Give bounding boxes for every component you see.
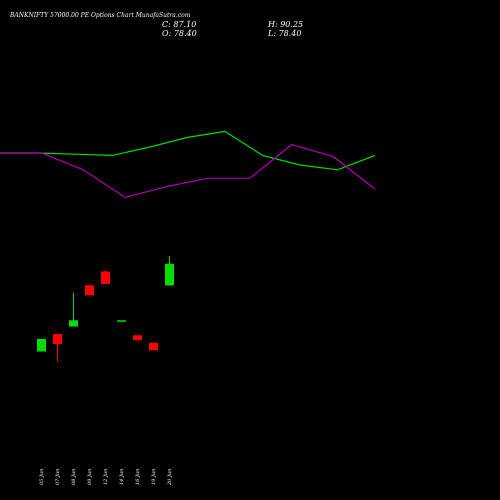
candle-down (53, 334, 62, 344)
candle-up (117, 320, 126, 322)
x-tick-label: 19 Jun (151, 469, 157, 485)
chart-title: BANKNIFTY 57000.00 PE Options Chart Muna… (10, 12, 191, 19)
magenta-line-series (0, 143, 376, 199)
x-tick-label: 07 Jun (55, 469, 61, 485)
x-tick-label: 20 Jun (167, 469, 173, 486)
candle-down (85, 285, 94, 296)
low-value: 78.40 (278, 29, 302, 38)
x-tick-label: 08 Jun (71, 469, 77, 485)
x-tick-label: 05 Jun (39, 469, 45, 485)
green-line-series (0, 130, 376, 171)
candle-down (101, 271, 110, 284)
candle-up (165, 263, 174, 286)
low-label: L: (268, 29, 277, 38)
x-tick-label: 16 Jun (135, 469, 141, 485)
x-tick-label: 14 Jun (119, 469, 125, 485)
open-value: 78.40 (173, 29, 197, 38)
x-tick-label: 09 Jun (87, 469, 93, 485)
candle-down (149, 342, 158, 351)
low-readout: L: 78.40 (268, 29, 301, 38)
close-value: 87.10 (173, 20, 197, 29)
high-label: H: (268, 20, 278, 29)
high-value: 90.25 (280, 20, 304, 29)
candle-down (133, 335, 142, 341)
high-readout: H: 90.25 (268, 20, 303, 29)
close-label: C: (162, 20, 171, 29)
close-readout: C: 87.10 (162, 20, 196, 29)
open-readout: O: 78.40 (162, 29, 197, 38)
open-label: O: (162, 29, 172, 38)
candle-up (69, 320, 78, 327)
x-tick-label: 12 Jun (103, 469, 109, 485)
candle-up (37, 339, 46, 352)
